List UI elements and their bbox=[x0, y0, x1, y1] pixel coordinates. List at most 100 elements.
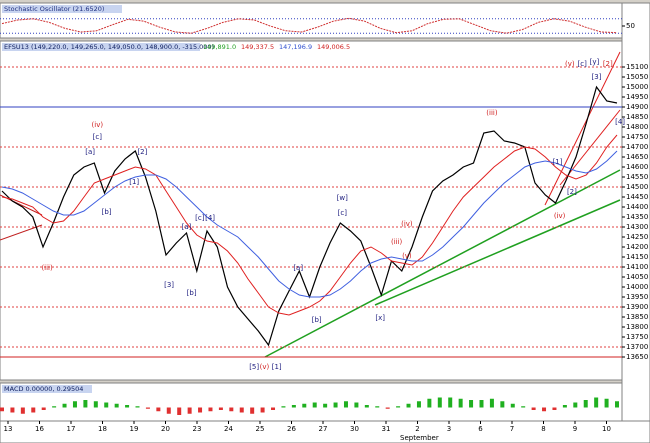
bar bbox=[135, 406, 140, 408]
bar bbox=[125, 405, 130, 408]
bar bbox=[364, 405, 369, 408]
x-tick-label: 7 bbox=[510, 425, 514, 433]
bar bbox=[396, 406, 401, 408]
wave-label: [2] bbox=[567, 188, 577, 196]
bar bbox=[229, 407, 234, 412]
bar bbox=[375, 406, 380, 408]
channel-line bbox=[544, 51, 621, 206]
x-tick-label: 20 bbox=[161, 425, 170, 433]
y-tick-label: 13850 bbox=[626, 313, 648, 321]
wave-label: [y] bbox=[590, 58, 600, 66]
y-tick-label: 14300 bbox=[626, 223, 648, 231]
channel-line bbox=[0, 224, 43, 241]
wave-label: [5] bbox=[249, 363, 259, 371]
bar bbox=[218, 407, 223, 410]
bar bbox=[156, 407, 161, 412]
bar bbox=[469, 400, 474, 408]
wave-label: [w] bbox=[337, 194, 348, 202]
bar bbox=[20, 407, 25, 414]
y-tick-label: 13700 bbox=[626, 343, 648, 351]
bar bbox=[500, 401, 505, 408]
y-tick-label: 14350 bbox=[626, 213, 648, 221]
bar bbox=[302, 403, 307, 408]
bar bbox=[250, 407, 255, 414]
wave-label: [a] bbox=[182, 223, 192, 231]
x-tick-label: 27 bbox=[319, 425, 328, 433]
x-tick-label: 25 bbox=[256, 425, 265, 433]
bar bbox=[114, 403, 119, 408]
bar bbox=[594, 397, 599, 408]
y-tick-label: 14750 bbox=[626, 133, 648, 141]
bar bbox=[437, 397, 442, 408]
y-tick-label: 50 bbox=[626, 22, 635, 30]
y-tick-label: 14950 bbox=[626, 93, 648, 101]
bar bbox=[489, 398, 494, 408]
y-tick-label: 14250 bbox=[626, 233, 648, 241]
bar bbox=[239, 407, 244, 413]
wave-label: [c] bbox=[195, 214, 205, 222]
y-tick-label: 14650 bbox=[626, 153, 648, 161]
wave-label: [3] bbox=[592, 73, 602, 81]
x-tick-label: 23 bbox=[193, 425, 202, 433]
x-tick-label: 24 bbox=[224, 425, 233, 433]
bar bbox=[260, 407, 265, 413]
x-tick-label: 13 bbox=[4, 425, 13, 433]
month-label: September bbox=[400, 434, 439, 442]
x-tick-label: 6 bbox=[478, 425, 483, 433]
bar bbox=[573, 402, 578, 408]
x-tick-label: 9 bbox=[573, 425, 577, 433]
bar bbox=[145, 407, 150, 409]
bar bbox=[458, 398, 463, 408]
x-tick-label: 26 bbox=[287, 425, 296, 433]
y-tick-label: 15050 bbox=[626, 73, 648, 81]
bar bbox=[62, 403, 67, 408]
bar bbox=[52, 406, 57, 408]
y-tick-label: 14850 bbox=[626, 113, 648, 121]
stoch-header-bg bbox=[2, 5, 122, 13]
trend-line bbox=[374, 199, 621, 306]
bar bbox=[479, 400, 484, 408]
date-axis bbox=[0, 420, 650, 443]
bar bbox=[187, 407, 192, 414]
wave-label: (v) bbox=[565, 60, 575, 68]
macd-title: MACD 0.00000, 0.29504 bbox=[4, 385, 83, 393]
legend-value: 149,006.5 bbox=[317, 43, 350, 51]
wave-label: (iv) bbox=[554, 212, 566, 220]
wave-label: [1] bbox=[553, 158, 563, 166]
y-tick-label: 15100 bbox=[626, 63, 648, 71]
wave-label: (iii) bbox=[486, 109, 498, 117]
wave-label: (iv) bbox=[92, 121, 104, 129]
x-tick-label: 8 bbox=[541, 425, 545, 433]
y-tick-label: 14700 bbox=[626, 143, 648, 151]
legend-value: 149,337.5 bbox=[241, 43, 274, 51]
bar bbox=[531, 407, 536, 410]
y-tick-label: 14900 bbox=[626, 103, 648, 111]
bar bbox=[448, 397, 453, 408]
bar bbox=[323, 403, 328, 408]
wave-label: [1] bbox=[129, 178, 139, 186]
bar bbox=[552, 407, 557, 410]
wave-label: [b] bbox=[312, 316, 322, 324]
wave-label: [a] bbox=[293, 264, 303, 272]
y-tick-label: 13900 bbox=[626, 303, 648, 311]
bar bbox=[615, 401, 619, 408]
series-line bbox=[1, 150, 618, 298]
y-tick-label: 14150 bbox=[626, 253, 648, 261]
bar bbox=[427, 398, 432, 408]
x-tick-label: 31 bbox=[382, 425, 391, 433]
y-tick-label: 14600 bbox=[626, 163, 648, 171]
bar bbox=[604, 398, 609, 408]
x-tick-label: 2 bbox=[415, 425, 419, 433]
bar bbox=[333, 402, 338, 408]
value-axis bbox=[621, 2, 650, 422]
wave-label: [4] bbox=[205, 214, 215, 222]
wave-label: (iii) bbox=[41, 264, 53, 272]
bar bbox=[208, 407, 213, 412]
bar bbox=[542, 407, 547, 412]
bar bbox=[312, 402, 317, 408]
bar bbox=[198, 407, 203, 413]
bar bbox=[343, 401, 348, 408]
y-tick-label: 14400 bbox=[626, 203, 648, 211]
